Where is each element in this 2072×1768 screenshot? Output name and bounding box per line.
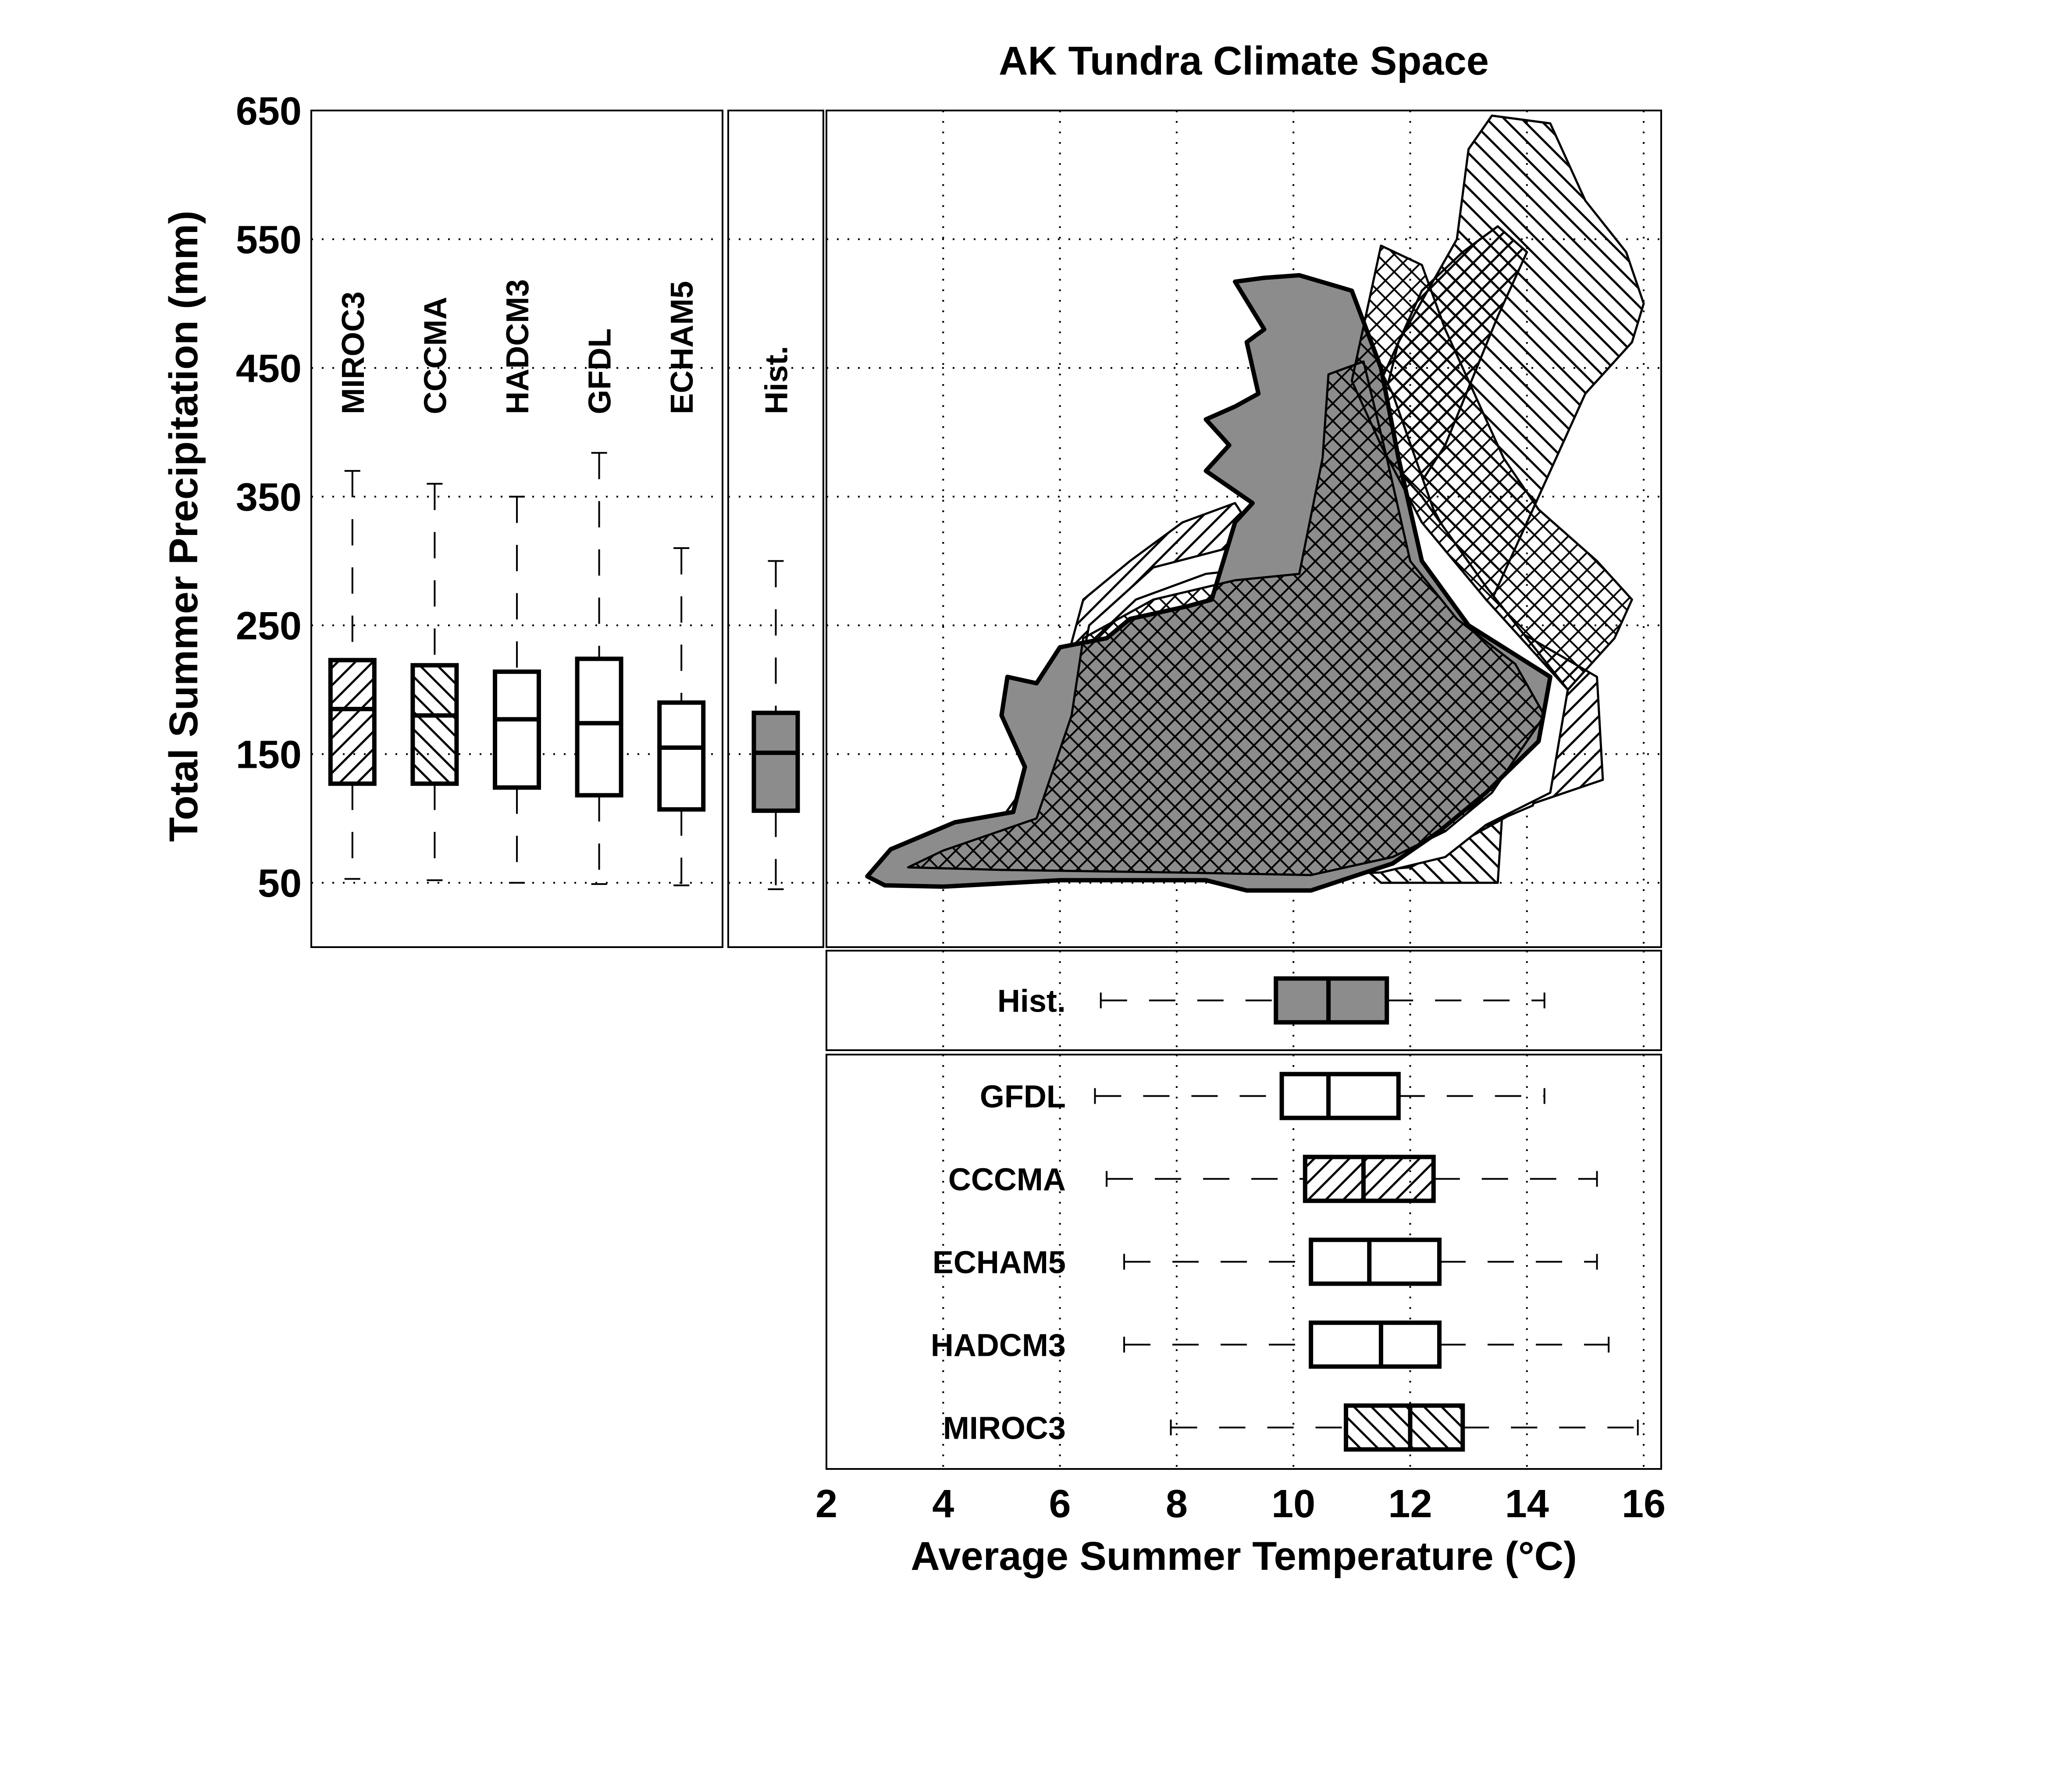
y-tick-label: 550 [236,218,302,262]
frame-gcm-temp [826,1054,1662,1470]
y-tick-label: 50 [258,862,302,905]
box-iqr [493,669,541,790]
box-iqr [328,658,377,786]
x-tick-label: 2 [815,1482,837,1526]
y-axis-label: Total Summer Precipitation (mm) [161,210,206,842]
temp-box-echam5: ECHAM5 [933,1237,1598,1286]
box-label: ECHAM5 [933,1245,1066,1280]
region-cross-upper [1350,244,1633,691]
box-label: GFDL [583,328,618,414]
frame-hist-precip [727,110,824,948]
precip-box-hadcm3: HADCM3 [493,279,541,884]
box-label: GFDL [980,1080,1066,1115]
box-label: CCCMA [418,297,453,414]
box-iqr [410,663,459,786]
panel-frames [310,110,1662,1470]
precip-box-hist: Hist. [751,346,800,890]
box-iqr [1309,1320,1442,1369]
y-tick-label: 250 [236,604,302,648]
x-axis-label: Average Summer Temperature (°C) [911,1534,1577,1579]
box-iqr [1303,1155,1436,1203]
box-label: MIROC3 [943,1411,1066,1446]
box-label: ECHAM5 [665,281,700,414]
precip-box-cccma: CCCMA [410,297,459,881]
box-label: HADCM3 [931,1328,1066,1363]
frame-hist-temp [826,950,1662,1051]
temp-box-hist: Hist. [997,976,1545,1025]
precip-box-miroc3: MIROC3 [328,292,377,880]
y-tick-label: 650 [236,89,302,133]
box-label: Hist. [997,984,1066,1019]
precip-box-gfdl: GFDL [575,328,623,885]
climate-regions [865,114,1645,893]
box-label: MIROC3 [336,292,371,414]
box-iqr [575,656,623,798]
x-tick-label: 10 [1271,1482,1315,1526]
x-tick-label: 14 [1505,1482,1549,1526]
box-label: CCCMA [948,1162,1066,1198]
y-tick-label: 350 [236,476,302,520]
x-tick-label: 8 [1166,1482,1188,1526]
temp-box-hadcm3: HADCM3 [931,1320,1610,1369]
temp-box-gfdl: GFDL [980,1072,1545,1120]
x-tick-label: 16 [1622,1482,1666,1526]
x-tick-label: 4 [932,1482,954,1526]
box-label: HADCM3 [500,279,535,414]
box-iqr [1279,1072,1401,1120]
frame-gcm-precip [310,110,723,948]
temp-box-cccma: CCCMA [948,1155,1598,1203]
temp-box-miroc3: MIROC3 [943,1403,1639,1452]
chart-title: AK Tundra Climate Space [999,39,1489,83]
box-iqr [1309,1237,1442,1286]
box-label: Hist. [759,346,794,414]
tick-labels: 50 150 250 350 450 550 650 2 4 6 8 10 12 14 16 [236,89,1666,1526]
box-iqr [751,710,800,813]
x-tick-label: 12 [1388,1482,1432,1526]
box-iqr [657,700,706,812]
box-iqr [1344,1403,1465,1452]
precip-box-echam5: ECHAM5 [657,281,706,887]
box-iqr [1274,976,1389,1025]
y-tick-label: 150 [236,733,302,777]
frame-main [826,110,1662,948]
box-plots: MIROC3 CCCMA HADCM3 GFDL ECHAM5 Hist. Hist. GFD… [328,279,1639,1452]
x-tick-label: 6 [1049,1482,1071,1526]
y-tick-label: 450 [236,347,302,391]
